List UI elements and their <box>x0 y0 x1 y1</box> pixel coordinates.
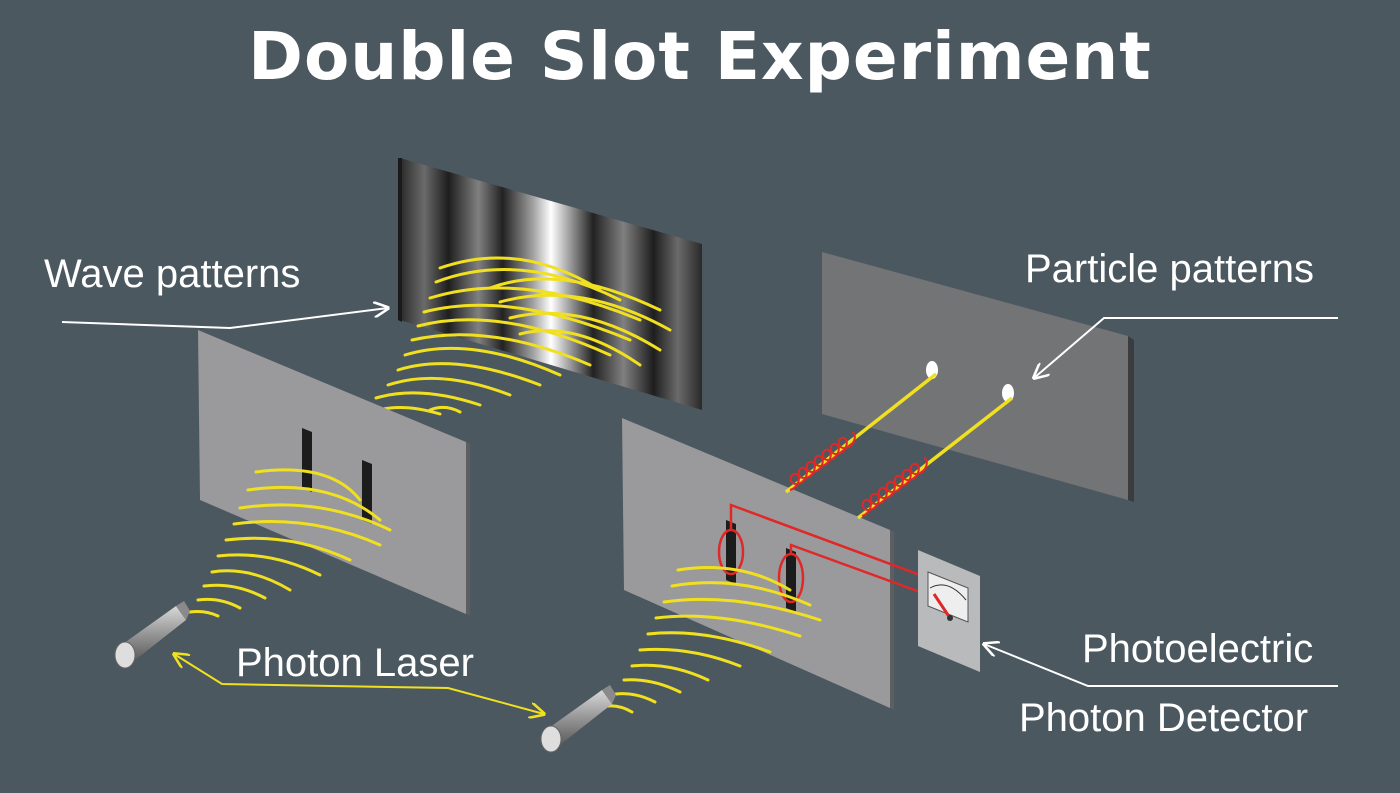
photon-detector-meter <box>918 550 980 672</box>
particle-patterns-label: Particle patterns <box>1025 247 1315 291</box>
particle-patterns-pointer <box>1034 317 1338 378</box>
photon-laser-pointer <box>174 654 544 714</box>
detector-wires <box>717 503 921 604</box>
page-title: Double Slot Experiment <box>248 18 1152 95</box>
slit <box>302 428 312 492</box>
interference-screen <box>398 158 702 410</box>
interference-waves <box>370 256 672 416</box>
particle-spiral <box>861 457 928 517</box>
wave-patterns-label: Wave patterns <box>44 252 301 296</box>
photon-detector-pointer <box>984 644 1338 687</box>
photon-laser-label: Photon Laser <box>236 641 474 685</box>
incident-waves-right <box>606 566 822 714</box>
wave-patterns-pointer <box>61 308 388 330</box>
incident-waves-left <box>188 468 392 618</box>
photon-laser-left <box>114 601 190 669</box>
double-slit-panel-left <box>198 330 470 616</box>
photoelectric-label: Photoelectric <box>1082 627 1314 671</box>
photon-detector-label: Photon Detector <box>1019 696 1309 740</box>
leader-lines <box>61 308 1338 714</box>
photon-laser-right <box>540 685 616 753</box>
particle-spiral <box>789 431 856 491</box>
particle-trajectories <box>784 372 1014 520</box>
